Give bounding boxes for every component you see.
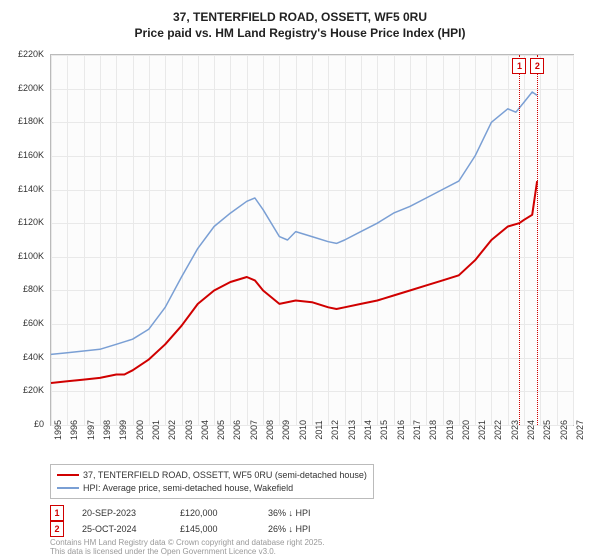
x-tick-label: 1995 xyxy=(53,420,63,440)
x-tick-label: 2001 xyxy=(151,420,161,440)
legend-item-hpi: HPI: Average price, semi-detached house,… xyxy=(57,482,367,495)
legend-label: HPI: Average price, semi-detached house,… xyxy=(83,482,293,495)
x-tick-label: 1997 xyxy=(86,420,96,440)
marker-badge-1: 1 xyxy=(50,505,64,521)
x-tick-label: 1998 xyxy=(102,420,112,440)
marker-delta: 36% ↓ HPI xyxy=(268,505,311,521)
y-tick-label: £0 xyxy=(34,419,44,429)
x-tick-label: 2024 xyxy=(526,420,536,440)
x-tick-label: 2023 xyxy=(510,420,520,440)
y-tick-label: £140K xyxy=(18,184,44,194)
marker-row-1: 1 20-SEP-2023 £120,000 36% ↓ HPI xyxy=(50,505,311,521)
chart-title-line1: 37, TENTERFIELD ROAD, OSSETT, WF5 0RU xyxy=(0,0,600,26)
x-tick-label: 2008 xyxy=(265,420,275,440)
x-tick-label: 2022 xyxy=(493,420,503,440)
marker-price: £120,000 xyxy=(180,505,250,521)
markers-table: 1 20-SEP-2023 £120,000 36% ↓ HPI 2 25-OC… xyxy=(50,505,311,537)
legend-item-price-paid: 37, TENTERFIELD ROAD, OSSETT, WF5 0RU (s… xyxy=(57,469,367,482)
y-tick-label: £100K xyxy=(18,251,44,261)
legend: 37, TENTERFIELD ROAD, OSSETT, WF5 0RU (s… xyxy=(50,464,374,499)
y-tick-label: £220K xyxy=(18,49,44,59)
legend-label: 37, TENTERFIELD ROAD, OSSETT, WF5 0RU (s… xyxy=(83,469,367,482)
x-tick-label: 2007 xyxy=(249,420,259,440)
y-tick-label: £80K xyxy=(23,284,44,294)
x-tick-label: 2000 xyxy=(135,420,145,440)
chart-title-line2: Price paid vs. HM Land Registry's House … xyxy=(0,26,600,42)
footer-line1: Contains HM Land Registry data © Crown c… xyxy=(50,538,325,548)
y-tick-label: £200K xyxy=(18,83,44,93)
x-tick-label: 2018 xyxy=(428,420,438,440)
x-tick-label: 2025 xyxy=(542,420,552,440)
x-tick-label: 2015 xyxy=(379,420,389,440)
footer-line2: This data is licensed under the Open Gov… xyxy=(50,547,325,557)
x-tick-label: 2026 xyxy=(559,420,569,440)
footer: Contains HM Land Registry data © Crown c… xyxy=(50,538,325,557)
x-tick-label: 2019 xyxy=(445,420,455,440)
x-tick-label: 2020 xyxy=(461,420,471,440)
x-tick-label: 2009 xyxy=(281,420,291,440)
x-tick-label: 2003 xyxy=(184,420,194,440)
marker-price: £145,000 xyxy=(180,521,250,537)
chart-lines xyxy=(51,55,573,425)
plot-area xyxy=(50,54,574,426)
y-tick-label: £40K xyxy=(23,352,44,362)
y-tick-label: £60K xyxy=(23,318,44,328)
x-tick-label: 2027 xyxy=(575,420,585,440)
x-tick-label: 2002 xyxy=(167,420,177,440)
x-tick-label: 2006 xyxy=(232,420,242,440)
x-tick-label: 2011 xyxy=(314,420,324,439)
marker-row-2: 2 25-OCT-2024 £145,000 26% ↓ HPI xyxy=(50,521,311,537)
x-tick-label: 2005 xyxy=(216,420,226,440)
x-tick-label: 2017 xyxy=(412,420,422,440)
y-tick-label: £160K xyxy=(18,150,44,160)
x-tick-label: 1996 xyxy=(69,420,79,440)
x-tick-label: 2013 xyxy=(347,420,357,440)
x-tick-label: 2021 xyxy=(477,420,487,440)
x-tick-label: 2012 xyxy=(330,420,340,440)
x-tick-label: 2014 xyxy=(363,420,373,440)
marker-delta: 26% ↓ HPI xyxy=(268,521,311,537)
x-tick-label: 2004 xyxy=(200,420,210,440)
marker-date: 20-SEP-2023 xyxy=(82,505,162,521)
plot-marker-badge: 1 xyxy=(512,58,526,74)
plot-marker-badge: 2 xyxy=(530,58,544,74)
x-tick-label: 2010 xyxy=(298,420,308,440)
marker-date: 25-OCT-2024 xyxy=(82,521,162,537)
y-tick-label: £180K xyxy=(18,116,44,126)
x-tick-label: 2016 xyxy=(396,420,406,440)
marker-badge-2: 2 xyxy=(50,521,64,537)
y-tick-label: £120K xyxy=(18,217,44,227)
y-tick-label: £20K xyxy=(23,385,44,395)
x-tick-label: 1999 xyxy=(118,420,128,440)
